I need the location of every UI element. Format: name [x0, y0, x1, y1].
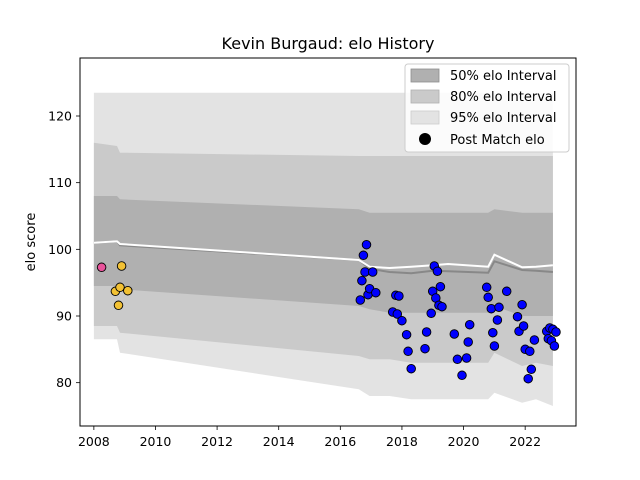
data-point-2-7	[367, 267, 378, 277]
x-tick-label-2012: 2012	[201, 434, 233, 449]
data-point-2-31	[463, 337, 473, 347]
y-axis-ticks: 80 90 100 110 120	[48, 109, 80, 390]
data-point-0-0	[96, 262, 107, 273]
x-axis-ticks: 2008 2010 2012 2014 2016 2018 2020 2022	[78, 426, 541, 449]
data-point-2-28	[452, 354, 463, 365]
y-tick-label-90: 90	[56, 309, 72, 324]
data-point-2-34	[483, 292, 493, 303]
y-tick-label-100: 100	[48, 242, 72, 257]
data-point-2-0	[355, 295, 366, 305]
data-point-1-2	[115, 282, 125, 293]
data-point-2-1	[357, 275, 367, 286]
trend-lines	[93, 240, 553, 275]
data-point-2-46	[523, 373, 533, 384]
data-point-2-43	[517, 299, 527, 310]
data-point-2-4	[361, 239, 372, 250]
data-point-2-40	[501, 286, 512, 297]
data-point-2-55	[549, 341, 560, 351]
mean-line	[93, 240, 553, 270]
plot-area-frame	[79, 57, 577, 427]
data-point-2-48	[526, 364, 537, 375]
data-point-2-16	[406, 363, 416, 374]
data-point-2-17	[420, 343, 430, 354]
data-point-2-44	[518, 321, 529, 331]
legend: 50% elo Interval 80% elo Interval 95% el…	[404, 63, 570, 153]
x-tick-label-2014: 2014	[263, 434, 295, 449]
post-match-points	[96, 239, 561, 384]
x-tick-label-2022: 2022	[509, 434, 541, 449]
data-point-2-13	[397, 315, 407, 326]
legend-swatch-95	[410, 110, 440, 125]
x-tick-label-2008: 2008	[78, 434, 110, 449]
data-point-2-38	[492, 315, 503, 325]
data-point-1-4	[123, 285, 133, 296]
data-point-1-3	[116, 261, 127, 271]
x-tick-label-2018: 2018	[386, 434, 418, 449]
data-point-2-29	[457, 370, 467, 381]
data-point-2-23	[432, 266, 443, 277]
legend-label-80: 80% elo Interval	[450, 90, 557, 105]
data-point-2-49	[529, 335, 540, 345]
legend-box	[404, 63, 570, 153]
data-point-2-33	[481, 282, 492, 293]
data-point-2-12	[394, 291, 404, 301]
x-tick-label-2016: 2016	[324, 434, 356, 449]
data-point-2-41	[512, 311, 523, 322]
data-point-2-32	[464, 319, 475, 330]
data-point-2-30	[461, 353, 472, 363]
data-point-2-26	[437, 301, 447, 312]
data-point-2-11	[392, 309, 403, 319]
legend-swatch-50	[410, 68, 440, 83]
data-point-2-56	[551, 327, 561, 337]
data-point-2-27	[449, 329, 460, 339]
y-tick-label-110: 110	[48, 175, 72, 190]
legend-label-post-match: Post Match elo	[450, 133, 545, 148]
y-axis-label: elo score	[24, 213, 39, 272]
median-line	[93, 240, 553, 275]
data-point-2-15	[403, 346, 413, 357]
data-point-2-2	[358, 250, 369, 261]
legend-marker-post-match	[419, 133, 431, 145]
x-tick-label-2010: 2010	[140, 434, 172, 449]
data-point-2-25	[435, 281, 446, 292]
data-point-2-35	[486, 303, 497, 314]
x-tick-label-2020: 2020	[448, 434, 480, 449]
data-point-2-36	[488, 327, 498, 338]
legend-label-50: 50% elo Interval	[450, 69, 557, 84]
chart-title: Kevin Burgaud: elo History	[222, 34, 435, 53]
y-tick-label-80: 80	[56, 375, 72, 390]
legend-swatch-80	[410, 89, 440, 104]
data-point-2-39	[494, 302, 504, 313]
y-tick-label-120: 120	[48, 109, 72, 124]
legend-label-95: 95% elo Interval	[450, 111, 557, 126]
data-point-2-18	[421, 327, 432, 337]
data-point-2-8	[371, 287, 381, 298]
data-point-1-1	[113, 300, 124, 311]
data-point-2-37	[489, 341, 500, 351]
interval-bands	[93, 92, 553, 406]
data-point-2-47	[525, 346, 535, 357]
data-point-2-14	[401, 329, 412, 340]
data-point-2-19	[426, 308, 436, 319]
